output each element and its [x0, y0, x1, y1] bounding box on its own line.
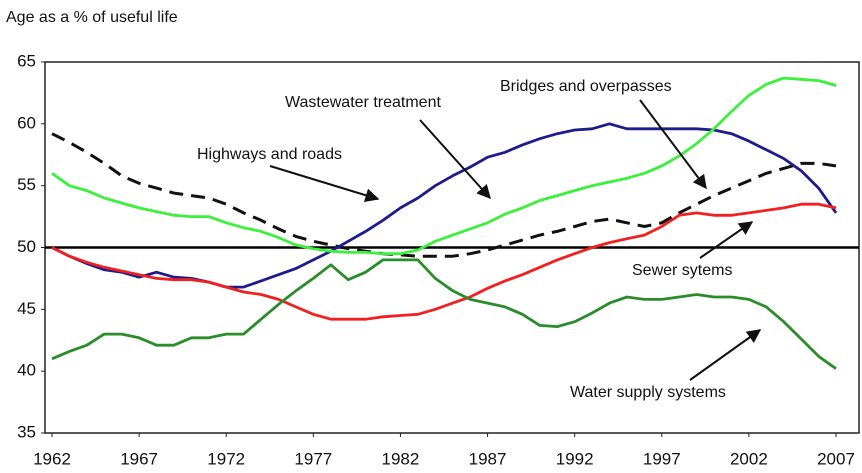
x-tick-label: 1962 — [33, 449, 71, 468]
x-tick-label: 1977 — [294, 449, 332, 468]
series-annotation: Water supply systems — [570, 384, 726, 401]
y-tick-label: 50 — [17, 237, 36, 256]
x-tick-label: 1972 — [207, 449, 245, 468]
x-tick-label: 1982 — [382, 449, 420, 468]
y-tick-label: 55 — [17, 175, 36, 194]
x-tick-label: 2007 — [817, 449, 855, 468]
x-tick-label: 1992 — [556, 449, 594, 468]
y-tick-label: 60 — [17, 113, 36, 132]
y-tick-label: 45 — [17, 299, 36, 318]
x-tick-label: 1987 — [469, 449, 507, 468]
series-line — [51, 76, 837, 256]
y-tick-label: 35 — [17, 422, 36, 441]
annotation-arrow — [419, 119, 491, 200]
series-annotation: Highways and roads — [197, 146, 342, 163]
y-tick-label: 40 — [17, 361, 36, 380]
series-line — [51, 258, 837, 370]
series-annotation: Bridges and overpasses — [500, 78, 672, 95]
x-tick-label: 1997 — [643, 449, 681, 468]
annotation-arrow — [639, 99, 707, 190]
x-tick-label: 1967 — [120, 449, 158, 468]
series-annotation: Wastewater treatment — [285, 94, 441, 111]
x-tick-label: 2002 — [730, 449, 768, 468]
annotation-arrow — [699, 221, 754, 259]
annotation-arrow — [269, 165, 380, 203]
annotation-arrow — [689, 329, 762, 381]
series-annotation: Sewer sytems — [632, 262, 732, 279]
y-axis-title: Age as a % of useful life — [6, 9, 178, 26]
series-line — [51, 202, 837, 321]
series-line — [51, 132, 837, 258]
y-tick-label: 65 — [17, 51, 36, 70]
series-line — [51, 122, 838, 289]
